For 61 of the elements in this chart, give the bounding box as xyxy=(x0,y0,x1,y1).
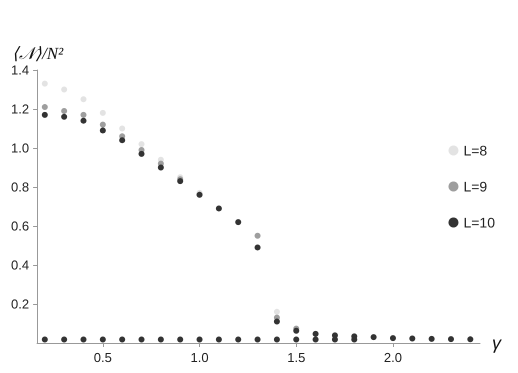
point xyxy=(42,104,48,110)
point xyxy=(370,334,377,340)
y-axis-title: ⟨𝒩⟩/N² xyxy=(12,44,64,63)
point xyxy=(254,232,261,239)
point xyxy=(158,336,164,342)
point xyxy=(216,336,222,342)
point xyxy=(80,118,86,124)
point xyxy=(80,96,86,102)
point xyxy=(196,336,203,342)
point xyxy=(448,336,454,342)
x-tick-label: 2.0 xyxy=(384,350,402,365)
point xyxy=(61,86,68,92)
point xyxy=(119,137,126,144)
point xyxy=(235,219,242,226)
x-axis-title: γ xyxy=(492,333,502,353)
point xyxy=(158,164,164,170)
point xyxy=(138,141,145,148)
point xyxy=(177,336,184,342)
point xyxy=(61,108,68,114)
y-tick-label: 1.0 xyxy=(10,140,30,156)
point xyxy=(42,336,48,342)
point xyxy=(119,336,126,342)
point xyxy=(100,110,106,116)
point xyxy=(428,336,435,342)
x-tick-label: 1.5 xyxy=(287,350,306,365)
point xyxy=(216,205,222,212)
point xyxy=(80,336,86,342)
point xyxy=(61,336,68,342)
y-tick-label: 0.6 xyxy=(10,218,30,234)
point xyxy=(138,150,145,157)
y-tick-label: 0.8 xyxy=(10,180,30,194)
legend-label: L=9 xyxy=(463,178,488,194)
point xyxy=(235,336,242,342)
point xyxy=(467,336,474,342)
y-tick-label: 1.2 xyxy=(10,102,30,116)
x-tick-label: 0.5 xyxy=(94,350,112,365)
point xyxy=(293,336,300,342)
point xyxy=(100,127,106,134)
point xyxy=(42,112,48,118)
point xyxy=(274,336,280,342)
legend-label: L=8 xyxy=(463,142,488,158)
point xyxy=(100,122,106,128)
point xyxy=(274,318,280,325)
x-tick-label: 1.0 xyxy=(190,350,209,365)
point xyxy=(61,114,68,120)
point xyxy=(254,244,261,250)
legend-label: L=10 xyxy=(463,214,496,230)
point xyxy=(42,80,48,87)
point xyxy=(254,336,261,342)
point xyxy=(138,336,145,342)
point xyxy=(119,126,126,132)
point xyxy=(274,308,280,315)
point xyxy=(409,336,416,342)
y-tick-label: 1.4 xyxy=(10,62,30,78)
y-tick-label: 0.4 xyxy=(10,258,30,272)
y-tick-label: 0.2 xyxy=(10,296,30,312)
point xyxy=(390,335,396,342)
point xyxy=(312,330,319,337)
point xyxy=(312,336,319,342)
point xyxy=(80,112,86,118)
point xyxy=(100,336,106,342)
